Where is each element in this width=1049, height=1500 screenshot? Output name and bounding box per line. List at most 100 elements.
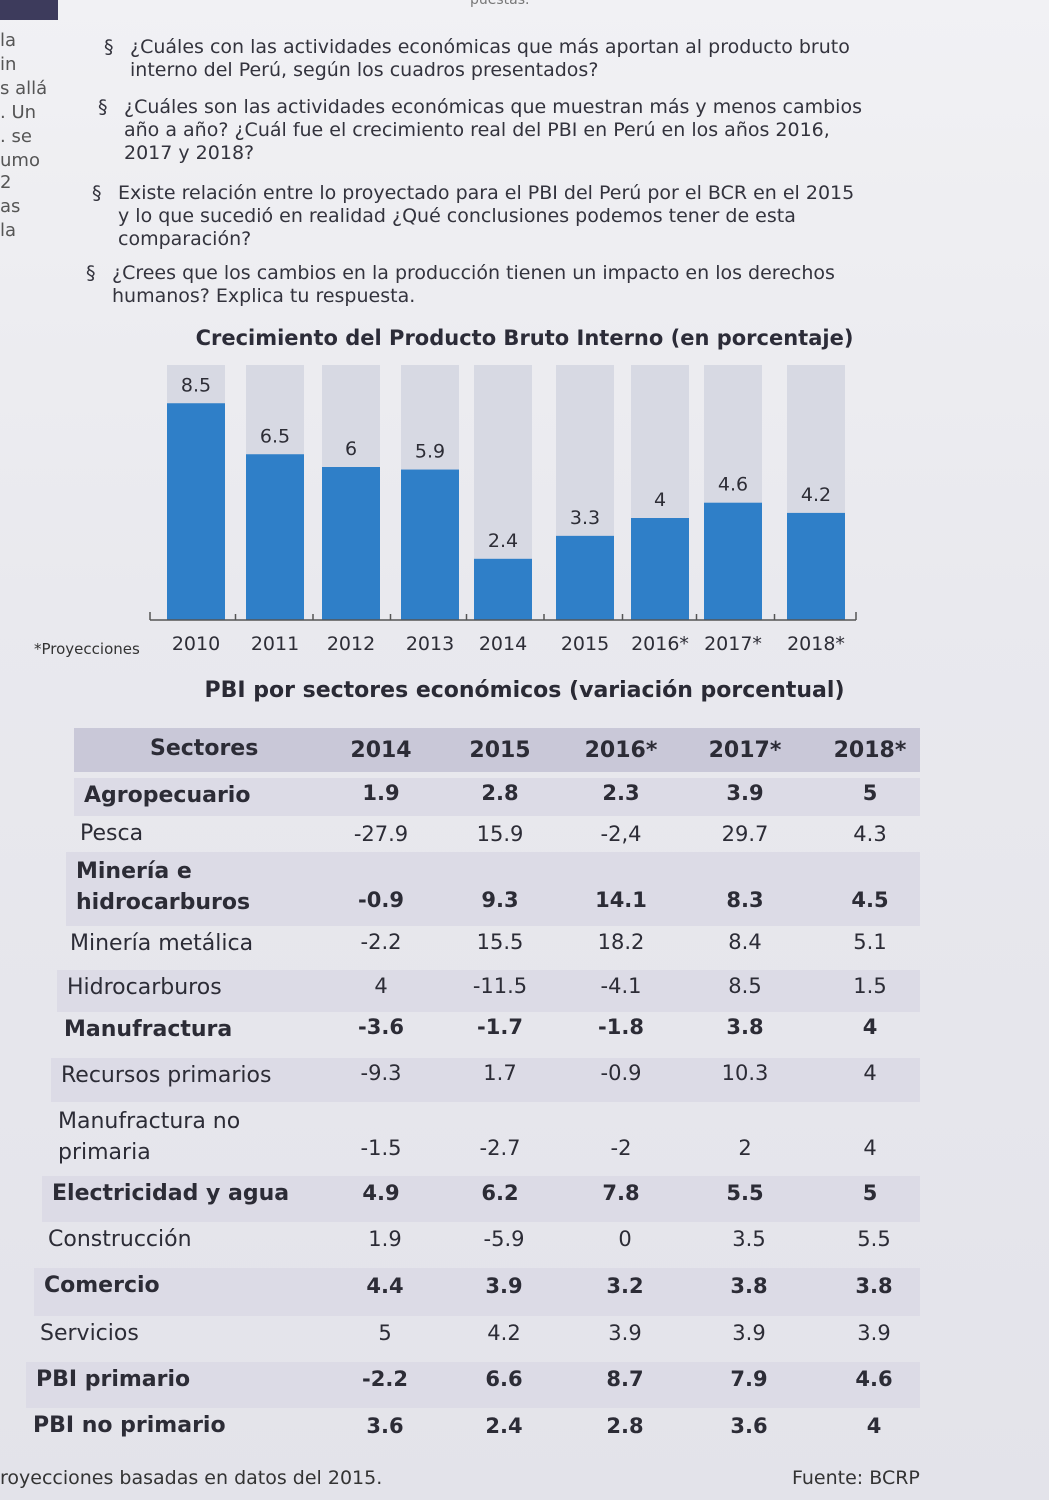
table-cell: 18.2 xyxy=(597,930,645,954)
table-cell: 2.8 xyxy=(606,1414,644,1438)
x-tick-label: 2010 xyxy=(172,633,220,655)
x-tick-label: 2013 xyxy=(406,633,454,655)
margin-word: la xyxy=(0,30,17,51)
table-cell: -3.6 xyxy=(358,1015,404,1039)
x-tick-label: 2015 xyxy=(561,633,609,655)
table-cell: 2.4 xyxy=(485,1414,523,1438)
table-cell: 3.8 xyxy=(726,1015,764,1039)
question-line: 2017 y 2018? xyxy=(124,142,255,164)
table-cell: 2.3 xyxy=(602,781,640,805)
table-cell: 4 xyxy=(866,1414,882,1438)
footnote: royecciones basadas en datos del 2015. xyxy=(0,1467,383,1489)
sector-name: PBI primario xyxy=(36,1367,191,1392)
section-bullet: § xyxy=(104,36,114,58)
table-row-band xyxy=(42,1176,920,1222)
gdp-growth-bar-chart: 8.5 2010 6.5 2011 6 2012 5.9 2013 2.4 2014 3.3 2015… xyxy=(149,365,857,655)
table-cell: -1.7 xyxy=(477,1015,523,1039)
bar xyxy=(787,512,845,620)
table-cell: -0.9 xyxy=(358,888,404,912)
table-cell: 3.2 xyxy=(606,1274,644,1298)
table-cell: -2.2 xyxy=(362,1367,408,1391)
table-cell: -4.1 xyxy=(600,974,642,998)
table-cell: -0.9 xyxy=(600,1061,642,1085)
x-tick-label: 2011 xyxy=(251,633,299,655)
column-header: Sectores xyxy=(150,736,259,761)
table-cell: 1.9 xyxy=(368,1227,402,1251)
table-cell: 1.5 xyxy=(853,974,887,998)
table-cell: -9.3 xyxy=(360,1061,402,1085)
table-cell: 8.3 xyxy=(726,888,764,912)
bar-value-label: 3.3 xyxy=(570,507,600,529)
sector-name: Electricidad y agua xyxy=(52,1181,290,1206)
column-header: 2014 xyxy=(350,738,412,763)
bar-value-label: 2.4 xyxy=(488,530,518,552)
table-row-band xyxy=(74,778,920,816)
x-tick-label: 2014 xyxy=(479,633,527,655)
bar xyxy=(474,558,532,620)
table-cell: 9.3 xyxy=(481,888,519,912)
sector-name: Minería metálica xyxy=(70,931,254,956)
margin-word: as xyxy=(0,196,21,217)
table-cell: 3.8 xyxy=(730,1274,768,1298)
sector-name: Servicios xyxy=(40,1321,139,1346)
sector-name: PBI no primario xyxy=(33,1413,226,1438)
bar xyxy=(246,454,304,620)
table-cell: 15.9 xyxy=(476,822,524,846)
table-cell: -2 xyxy=(610,1136,632,1160)
table-cell: 5.5 xyxy=(857,1227,891,1251)
sectors-table: Sectores 2014 2015 2016* 2017* 2018* Agropecua… xyxy=(26,728,930,1470)
column-header: 2015 xyxy=(469,738,531,763)
sector-name: Recursos primarios xyxy=(61,1063,272,1088)
section-bullet: § xyxy=(98,96,108,118)
bar-value-label: 4.2 xyxy=(801,484,831,506)
question-1: § ¿Cuáles con las actividades económicas… xyxy=(104,36,850,82)
table-cell: -2,4 xyxy=(600,822,642,846)
question-line: ¿Cuáles con las actividades económicas q… xyxy=(130,36,850,58)
question-line: interno del Perú, según los cuadros pres… xyxy=(130,59,599,81)
sector-name: Agropecuario xyxy=(84,783,251,808)
table-cell: -11.5 xyxy=(472,974,528,998)
margin-word: la xyxy=(0,220,17,241)
table-cell: 3.6 xyxy=(730,1414,768,1438)
projections-note: *Proyecciones xyxy=(34,640,140,658)
table-cell: 7.9 xyxy=(730,1367,768,1391)
table-cell: 5 xyxy=(378,1321,392,1345)
bar xyxy=(401,469,459,620)
question-line: Existe relación entre lo proyectado para… xyxy=(118,182,855,204)
table-cell: 6.2 xyxy=(481,1181,519,1205)
table-cell: 15.5 xyxy=(476,930,524,954)
question-line: comparación? xyxy=(118,228,252,250)
column-header: 2017* xyxy=(708,738,782,763)
bar xyxy=(704,502,762,620)
margin-word: s allá xyxy=(0,78,48,99)
table-cell: 4 xyxy=(863,1136,877,1160)
table-title: PBI por sectores económicos (variación p… xyxy=(204,678,845,703)
table-cell: 5 xyxy=(862,1181,878,1205)
table-cell: 4.5 xyxy=(851,888,889,912)
bar-value-label: 6 xyxy=(345,438,357,460)
table-cell: 8.5 xyxy=(728,974,762,998)
margin-word: umo xyxy=(0,150,40,171)
table-cell: 6.6 xyxy=(485,1367,523,1391)
margin-word: 2 xyxy=(0,172,12,193)
sector-name: Hidrocarburos xyxy=(67,975,222,1000)
question-3: § Existe relación entre lo proyectado pa… xyxy=(92,182,855,251)
sector-name-line: Manufractura no xyxy=(58,1109,241,1134)
chart-title: Crecimiento del Producto Bruto Interno (… xyxy=(195,326,854,350)
sector-name: Manufractura xyxy=(64,1017,233,1042)
table-row-band xyxy=(66,852,920,926)
table-cell: 1.9 xyxy=(362,781,400,805)
x-tick-label: 2018* xyxy=(787,633,845,655)
table-cell: 0 xyxy=(618,1227,632,1251)
table-cell: 3.9 xyxy=(485,1274,523,1298)
table-cell: 14.1 xyxy=(595,888,647,912)
question-line: año a año? ¿Cuál fue el crecimiento real… xyxy=(124,119,830,141)
table-cell: -1.8 xyxy=(598,1015,644,1039)
table-cell: -1.5 xyxy=(360,1136,402,1160)
x-tick-label: 2012 xyxy=(327,633,375,655)
bar-value-label: 4 xyxy=(654,489,666,511)
table-cell: 4.2 xyxy=(487,1321,521,1345)
table-cell: 10.3 xyxy=(721,1061,769,1085)
margin-word: . Un xyxy=(0,102,37,123)
